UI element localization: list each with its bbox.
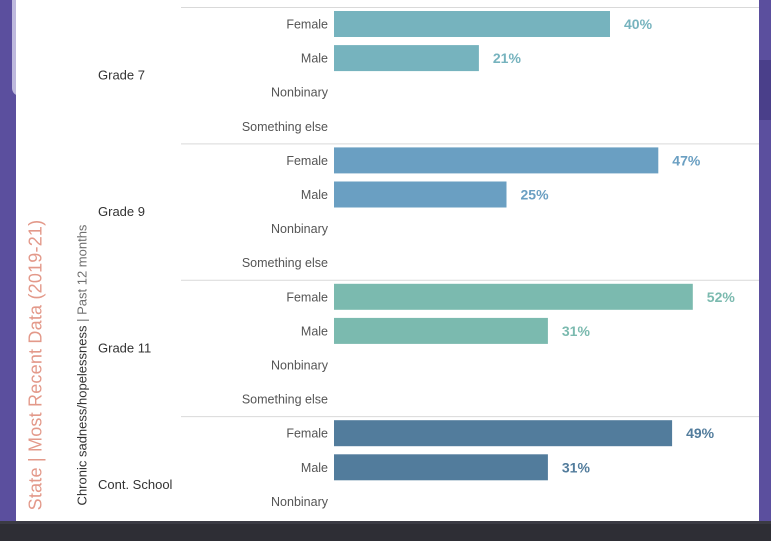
category-label: Nonbinary (271, 359, 329, 373)
category-label: Male (301, 188, 328, 202)
bar (334, 45, 479, 72)
bar (334, 317, 548, 344)
bar (334, 420, 673, 447)
category-label: Nonbinary (271, 495, 329, 509)
data-label: 21% (493, 50, 522, 66)
category-label: Something else (242, 393, 328, 407)
bar (334, 283, 693, 310)
category-label: Something else (242, 120, 328, 134)
category-label: Something else (242, 256, 328, 270)
bar (334, 11, 610, 37)
category-label: Male (301, 461, 328, 475)
data-label: 40% (624, 16, 653, 32)
data-label: 31% (562, 459, 591, 475)
group-label: Grade 7 (98, 68, 145, 83)
toolbar-strip (0, 521, 771, 524)
data-label: 47% (672, 152, 701, 168)
bar (334, 147, 659, 174)
group-label: Grade 9 (98, 204, 145, 219)
group-label: Cont. School (98, 477, 173, 492)
category-label: Female (286, 18, 328, 32)
bar (334, 454, 548, 481)
bottom-toolbar (0, 521, 771, 541)
bar (334, 181, 507, 208)
background-nav-edge (757, 60, 771, 120)
category-label: Male (301, 52, 328, 66)
category-label: Nonbinary (271, 86, 329, 100)
group-label: Grade 11 (98, 340, 151, 355)
category-label: Male (301, 324, 328, 338)
data-label: 31% (562, 323, 591, 339)
data-label: 25% (521, 187, 550, 203)
category-label: Female (286, 427, 328, 441)
category-label: Female (286, 290, 328, 304)
data-label: 52% (707, 289, 736, 305)
data-label: 49% (686, 425, 715, 441)
category-label: Female (286, 154, 328, 168)
category-label: Nonbinary (271, 222, 329, 236)
